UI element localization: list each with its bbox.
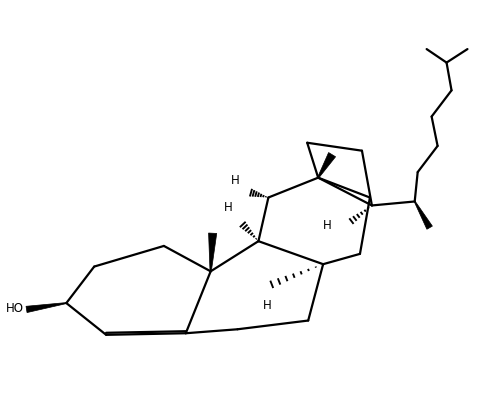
Text: HO: HO	[6, 302, 24, 315]
Polygon shape	[414, 201, 432, 229]
Text: H: H	[224, 201, 233, 214]
Polygon shape	[26, 302, 66, 312]
Text: H: H	[324, 219, 332, 232]
Polygon shape	[208, 233, 216, 271]
Text: H: H	[263, 299, 272, 312]
Polygon shape	[318, 152, 336, 178]
Text: H: H	[231, 174, 240, 187]
